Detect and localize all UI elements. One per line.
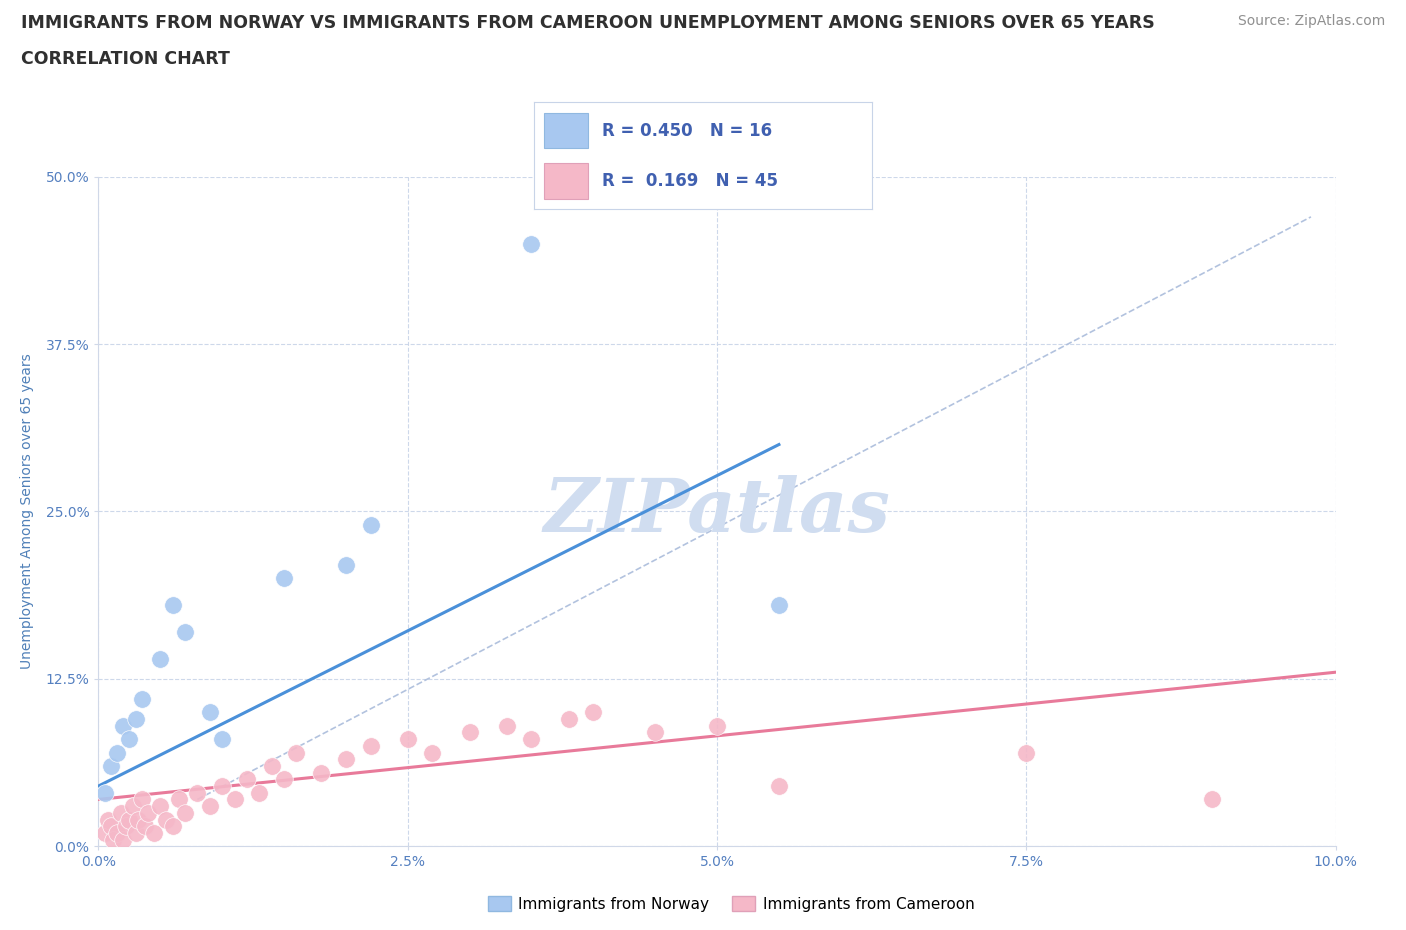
Text: Source: ZipAtlas.com: Source: ZipAtlas.com — [1237, 14, 1385, 28]
Point — [131, 792, 153, 807]
Point — [105, 745, 128, 760]
Point — [360, 738, 382, 753]
Point — [520, 236, 543, 251]
Text: ZIPatlas: ZIPatlas — [544, 475, 890, 548]
Point — [273, 772, 295, 787]
Point — [110, 805, 132, 820]
Point — [422, 745, 444, 760]
Point — [174, 625, 197, 640]
Point — [118, 812, 141, 827]
Point — [557, 711, 579, 726]
Text: R =  0.169   N = 45: R = 0.169 N = 45 — [602, 172, 778, 190]
Point — [644, 725, 666, 740]
Point — [122, 799, 145, 814]
Point — [112, 718, 135, 733]
Point — [105, 826, 128, 841]
Point — [1201, 792, 1223, 807]
Point — [167, 792, 190, 807]
Point — [285, 745, 308, 760]
Point — [143, 826, 166, 841]
Point — [162, 598, 184, 613]
Point — [100, 759, 122, 774]
Point — [335, 751, 357, 766]
Point — [1015, 745, 1038, 760]
Legend: Immigrants from Norway, Immigrants from Cameroon: Immigrants from Norway, Immigrants from … — [482, 889, 980, 918]
Point — [495, 718, 517, 733]
Point — [118, 732, 141, 747]
Point — [198, 799, 221, 814]
Point — [186, 785, 208, 800]
Point — [149, 651, 172, 666]
Point — [93, 826, 115, 841]
Point — [309, 765, 332, 780]
Point — [97, 812, 120, 827]
Point — [273, 571, 295, 586]
Point — [114, 818, 136, 833]
Text: CORRELATION CHART: CORRELATION CHART — [21, 50, 231, 68]
Point — [198, 705, 221, 720]
Y-axis label: Unemployment Among Seniors over 65 years: Unemployment Among Seniors over 65 years — [21, 353, 34, 670]
Text: IMMIGRANTS FROM NORWAY VS IMMIGRANTS FROM CAMEROON UNEMPLOYMENT AMONG SENIORS OV: IMMIGRANTS FROM NORWAY VS IMMIGRANTS FRO… — [21, 14, 1154, 32]
Text: R = 0.450   N = 16: R = 0.450 N = 16 — [602, 122, 772, 140]
Point — [768, 598, 790, 613]
Point — [174, 805, 197, 820]
Point — [124, 711, 146, 726]
FancyBboxPatch shape — [544, 164, 588, 199]
Point — [706, 718, 728, 733]
Point — [131, 692, 153, 707]
Point — [211, 778, 233, 793]
Point — [162, 818, 184, 833]
Point — [360, 517, 382, 532]
Point — [124, 826, 146, 841]
Point — [335, 558, 357, 573]
Point — [211, 732, 233, 747]
Point — [247, 785, 270, 800]
Point — [100, 818, 122, 833]
FancyBboxPatch shape — [544, 113, 588, 148]
Point — [112, 832, 135, 847]
Point — [582, 705, 605, 720]
Point — [520, 732, 543, 747]
Point — [127, 812, 149, 827]
Point — [149, 799, 172, 814]
Point — [396, 732, 419, 747]
Point — [136, 805, 159, 820]
Point — [768, 778, 790, 793]
Point — [93, 785, 115, 800]
Point — [458, 725, 481, 740]
Point — [260, 759, 283, 774]
Point — [155, 812, 177, 827]
Point — [236, 772, 259, 787]
Point — [103, 832, 125, 847]
Point — [134, 818, 156, 833]
Point — [224, 792, 246, 807]
